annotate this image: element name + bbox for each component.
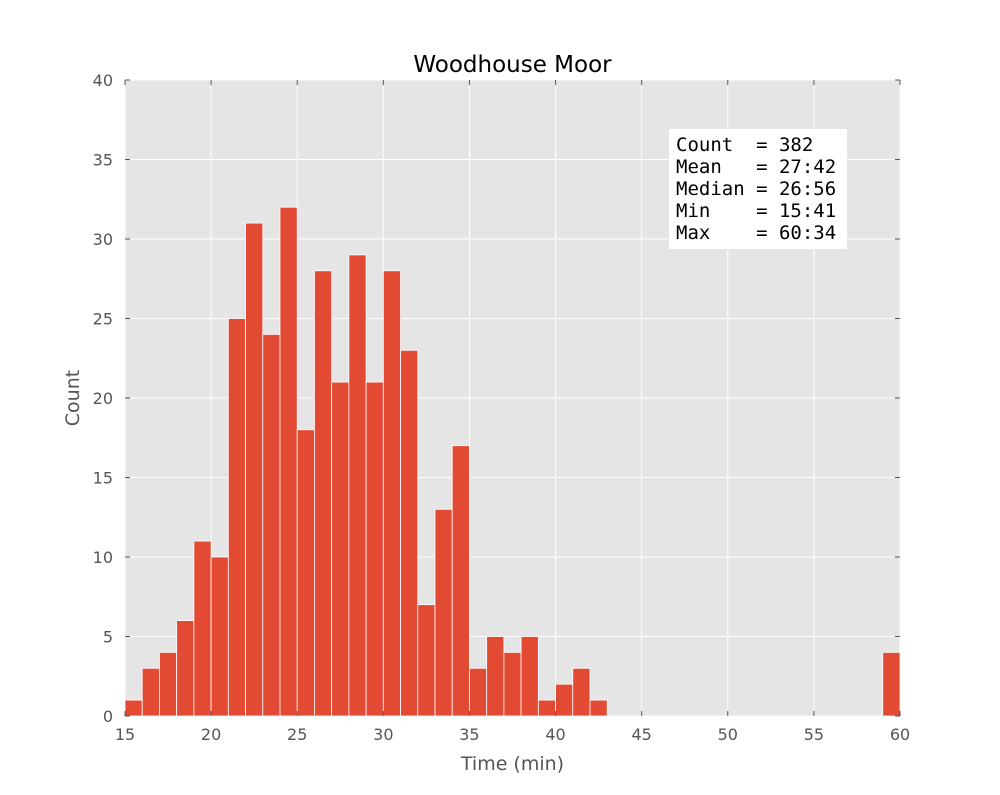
- x-tick-label: 30: [373, 725, 393, 744]
- histogram-bar: [451, 445, 470, 717]
- histogram-bar: [210, 556, 229, 717]
- stats-line-mean: Mean = 27:42: [676, 156, 836, 178]
- y-tick-label: 15: [93, 469, 113, 488]
- histogram-bar: [572, 667, 591, 717]
- chart-title: Woodhouse Moor: [413, 52, 612, 78]
- y-tick-label: 30: [93, 230, 113, 249]
- histogram-bar: [417, 604, 436, 717]
- histogram-bar: [141, 667, 160, 717]
- x-tick-label: 25: [287, 725, 307, 744]
- x-tick-label: 45: [631, 725, 651, 744]
- bars: [124, 206, 901, 717]
- histogram-bar: [124, 699, 143, 717]
- histogram-bar: [537, 699, 556, 717]
- stats-annotation-background: [669, 129, 847, 249]
- histogram-bar: [520, 636, 539, 717]
- x-tick-label: 60: [890, 725, 910, 744]
- histogram-bar: [555, 683, 574, 717]
- y-tick-label: 40: [93, 71, 113, 90]
- histogram-bar: [469, 667, 488, 717]
- histogram-bar: [279, 206, 298, 717]
- histogram-bar: [503, 652, 522, 717]
- stats-line-min: Min = 15:41: [676, 200, 836, 222]
- y-tick-label: 35: [93, 151, 113, 170]
- y-tick-label: 25: [93, 310, 113, 329]
- stats-line-count: Count = 382: [676, 134, 813, 156]
- histogram-bar: [159, 652, 178, 717]
- stats-line-max: Max = 60:34: [676, 222, 836, 244]
- x-tick-label: 40: [545, 725, 565, 744]
- y-tick-label: 10: [93, 548, 113, 567]
- y-tick-label: 20: [93, 389, 113, 408]
- histogram-bar: [176, 620, 195, 717]
- x-tick-label: 50: [718, 725, 738, 744]
- histogram-bar: [314, 270, 333, 717]
- histogram-bar: [400, 349, 419, 717]
- stats-line-median: Median = 26:56: [676, 178, 836, 200]
- axis-ticks: 15 20 25 30 35 40 45 50 55 60 0 5 10 15 20 25 30 35 40: [93, 71, 911, 744]
- histogram-bar: [331, 381, 350, 717]
- histogram-bar: [589, 699, 608, 717]
- histogram-bar: [382, 270, 401, 717]
- x-tick-label: 20: [201, 725, 221, 744]
- stats-annotation: Count = 382 Mean = 27:42 Median = 26:56 …: [669, 129, 847, 249]
- histogram-bar: [227, 318, 246, 717]
- histogram-bar: [434, 508, 453, 717]
- histogram-bar: [193, 540, 212, 717]
- x-axis-title: Time (min): [460, 753, 564, 775]
- y-tick-label: 5: [103, 628, 113, 647]
- x-tick-label: 35: [459, 725, 479, 744]
- histogram-bar: [296, 429, 315, 717]
- x-tick-label: 55: [804, 725, 824, 744]
- histogram-bar: [262, 333, 281, 717]
- histogram-bar: [882, 652, 901, 717]
- y-tick-label: 0: [103, 707, 113, 726]
- histogram-bar: [245, 222, 264, 717]
- histogram-bar: [365, 381, 384, 717]
- y-axis-title: Count: [62, 370, 84, 426]
- histogram-bar: [486, 636, 505, 717]
- x-tick-label: 15: [115, 725, 135, 744]
- histogram-bar: [348, 254, 367, 717]
